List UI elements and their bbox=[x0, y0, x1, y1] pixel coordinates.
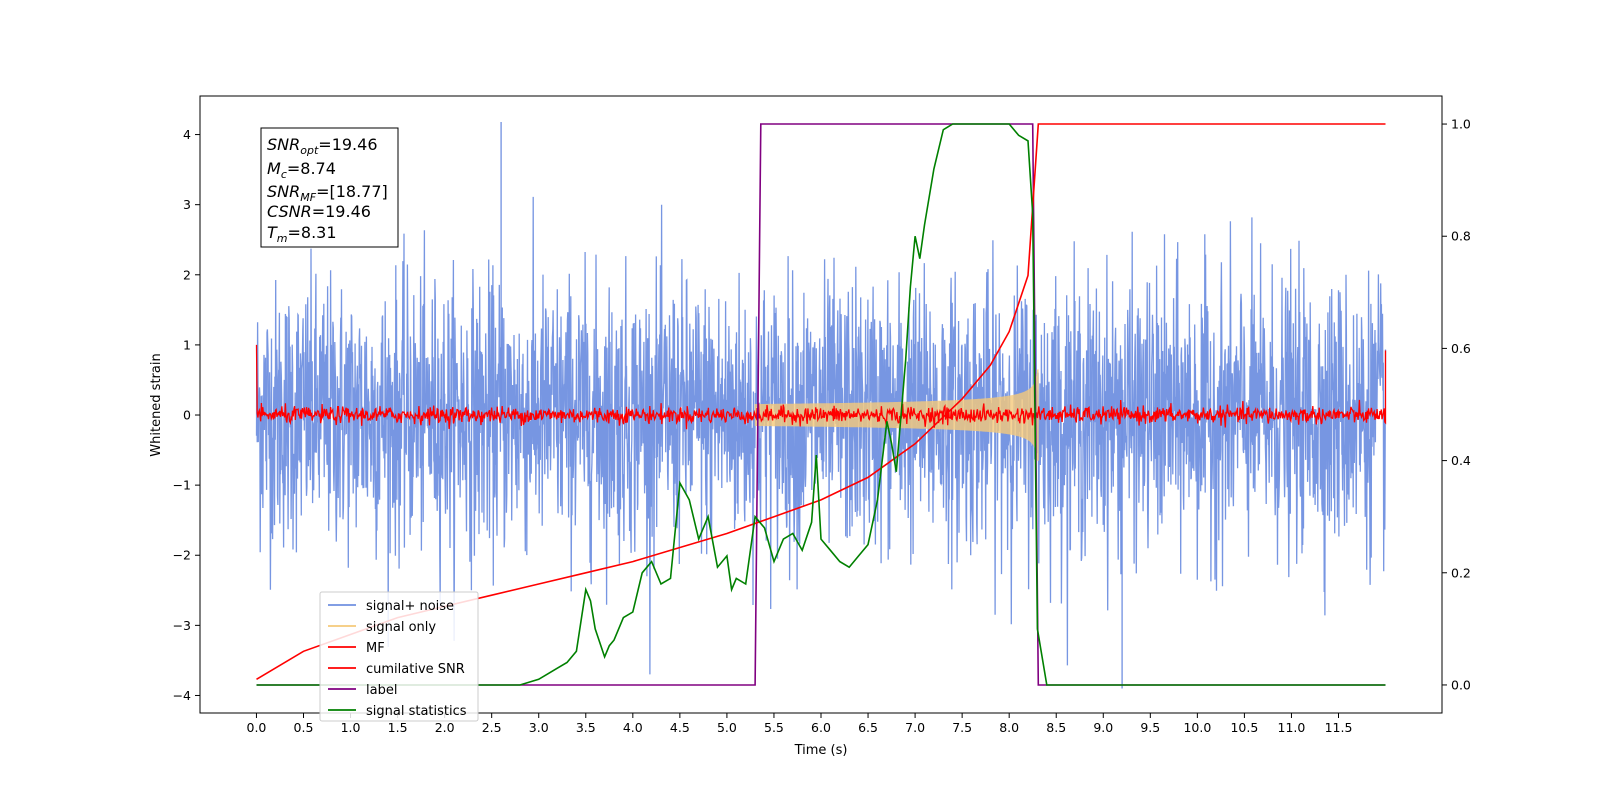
x-tick-label: 8.5 bbox=[1046, 720, 1066, 735]
y-axis-left: 4 3 2 1 0 −1 −2 −3 −4 bbox=[173, 127, 200, 703]
y-right-tick-label: 0.6 bbox=[1451, 341, 1471, 356]
y-axis-title: Whitened strain bbox=[149, 353, 164, 456]
x-tick-label: 8.0 bbox=[999, 720, 1019, 735]
x-tick-label: 10.5 bbox=[1230, 720, 1258, 735]
x-tick-label: 0.0 bbox=[247, 720, 267, 735]
legend-label: signal only bbox=[366, 620, 436, 635]
legend: signal+ noise signal only MF cumilative SNR… bbox=[319, 591, 479, 722]
series-mf bbox=[255, 344, 1387, 430]
legend-label: cumilative SNR bbox=[366, 662, 465, 677]
info-snr-mf: SNRMF=[18.77] bbox=[267, 182, 388, 204]
x-tick-label: 1.5 bbox=[388, 720, 408, 735]
x-tick-label: 6.5 bbox=[858, 720, 878, 735]
legend-label: label bbox=[366, 683, 397, 698]
x-tick-label: 5.5 bbox=[764, 720, 784, 735]
y-left-tick-label: 3 bbox=[183, 197, 191, 212]
series-signal-statistics bbox=[256, 123, 1386, 686]
x-axis-title: Time (s) bbox=[794, 743, 848, 758]
y-right-tick-label: 0.4 bbox=[1451, 453, 1471, 468]
y-left-tick-label: −4 bbox=[173, 688, 191, 703]
x-tick-label: 9.0 bbox=[1093, 720, 1113, 735]
x-tick-label: 1.0 bbox=[341, 720, 361, 735]
y-right-tick-label: 0.0 bbox=[1451, 677, 1471, 692]
x-tick-label: 4.5 bbox=[670, 720, 690, 735]
x-tick-label: 4.0 bbox=[623, 720, 643, 735]
x-tick-label: 7.0 bbox=[905, 720, 925, 735]
series-signal-noise bbox=[255, 196, 1387, 675]
y-right-tick-label: 1.0 bbox=[1451, 117, 1471, 132]
legend-label: signal+ noise bbox=[366, 599, 454, 614]
x-tick-label: 11.5 bbox=[1325, 720, 1353, 735]
x-tick-label: 3.5 bbox=[576, 720, 596, 735]
info-box-frame bbox=[260, 127, 399, 248]
x-tick-label: 0.5 bbox=[294, 720, 314, 735]
x-tick-label: 3.0 bbox=[529, 720, 549, 735]
x-tick-label: 5.0 bbox=[717, 720, 737, 735]
x-tick-label: 2.5 bbox=[482, 720, 502, 735]
y-left-tick-label: −1 bbox=[173, 478, 191, 493]
x-axis: 0.0 0.5 1.0 1.5 2.0 2.5 3.0 3.5 4.0 4.5 5.0 5.5 6.0 6… bbox=[247, 713, 1353, 735]
info-csnr: CSNR=19.46 bbox=[267, 202, 371, 221]
info-snr-opt: SNRopt=19.46 bbox=[267, 135, 378, 157]
y-left-tick-label: 2 bbox=[183, 267, 191, 282]
y-left-tick-label: 1 bbox=[183, 337, 191, 352]
y-left-tick-label: 0 bbox=[183, 408, 191, 423]
x-tick-label: 9.5 bbox=[1140, 720, 1160, 735]
x-tick-label: 7.5 bbox=[952, 720, 972, 735]
y-left-tick-label: 4 bbox=[183, 127, 191, 142]
y-left-tick-label: −2 bbox=[173, 548, 191, 563]
y-axis-right: 1.0 0.8 0.6 0.4 0.2 0.0 bbox=[1442, 117, 1471, 692]
y-left-tick-label: −3 bbox=[173, 618, 191, 633]
legend-label: MF bbox=[366, 641, 385, 656]
x-tick-label: 11.0 bbox=[1278, 720, 1306, 735]
x-tick-label: 2.0 bbox=[435, 720, 455, 735]
legend-frame bbox=[319, 591, 479, 722]
y-right-tick-label: 0.2 bbox=[1451, 565, 1471, 580]
x-tick-label: 10.0 bbox=[1183, 720, 1211, 735]
info-box: SNRopt=19.46 Mc=8.74 SNRMF=[18.77] CSNR=… bbox=[260, 127, 399, 248]
info-mc: Mc=8.74 bbox=[267, 159, 336, 181]
x-tick-label: 6.0 bbox=[811, 720, 831, 735]
legend-label: signal statistics bbox=[366, 704, 467, 719]
y-right-tick-label: 0.8 bbox=[1451, 229, 1471, 244]
info-tm: Tm=8.31 bbox=[267, 223, 337, 245]
